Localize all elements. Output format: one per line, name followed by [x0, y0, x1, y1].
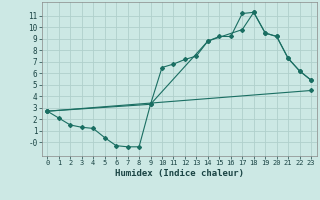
- X-axis label: Humidex (Indice chaleur): Humidex (Indice chaleur): [115, 169, 244, 178]
